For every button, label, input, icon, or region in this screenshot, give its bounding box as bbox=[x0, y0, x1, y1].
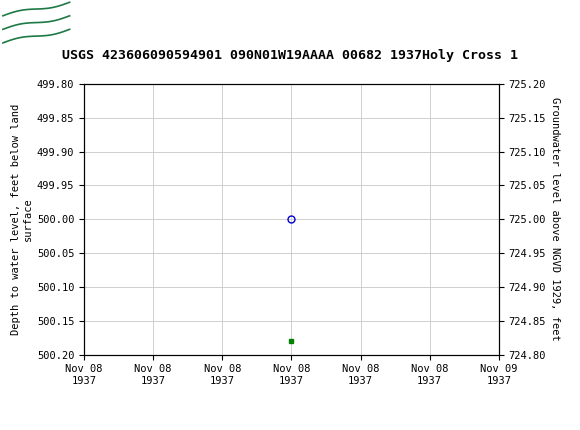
Text: USGS 423606090594901 090N01W19AAAA 00682 1937Holy Cross 1: USGS 423606090594901 090N01W19AAAA 00682… bbox=[62, 49, 518, 62]
Y-axis label: Groundwater level above NGVD 1929, feet: Groundwater level above NGVD 1929, feet bbox=[550, 98, 560, 341]
Text: USGS: USGS bbox=[72, 13, 132, 32]
FancyBboxPatch shape bbox=[3, 2, 70, 43]
Y-axis label: Depth to water level, feet below land
surface: Depth to water level, feet below land su… bbox=[11, 104, 32, 335]
